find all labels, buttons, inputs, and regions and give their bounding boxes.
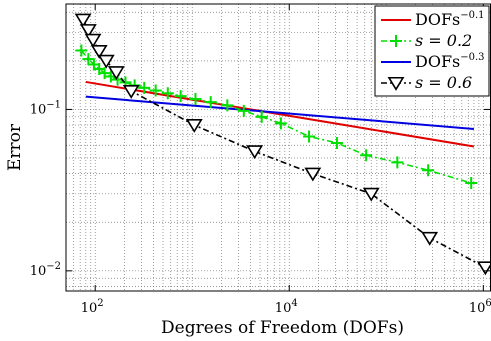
data-point-triangle — [421, 231, 439, 246]
data-point-plus — [274, 117, 287, 130]
legend-label-ref2: DOFs−0.3 — [415, 52, 485, 71]
data-point-plus — [465, 177, 478, 190]
data-point-plus — [255, 110, 268, 123]
data-point-triangle — [79, 24, 97, 38]
data-point-triangle — [362, 187, 380, 202]
data-point-plus — [360, 149, 373, 162]
data-point-plus — [391, 156, 404, 169]
data-point-plus — [422, 164, 435, 177]
data-point-plus — [75, 44, 88, 57]
legend: DOFs−0.1 s = 0.2 DOFs−0.3 s = 0.6 — [374, 5, 490, 97]
data-point-plus — [138, 81, 151, 94]
tick-labels: 102 104 106 10−2 10−1 — [30, 99, 491, 316]
data-point-plus — [330, 136, 343, 149]
data-point-triangle — [90, 44, 108, 59]
data-point-plus — [390, 35, 402, 47]
data-point-triangle — [122, 84, 140, 99]
legend-label-s02: s = 0.2 — [415, 31, 472, 50]
data-point-triangle — [304, 167, 322, 182]
data-point-plus — [237, 104, 250, 117]
data-point-plus — [161, 87, 174, 100]
reference-line-ref1 — [85, 80, 475, 148]
y-tick-label: 10−1 — [30, 99, 61, 117]
data-point-triangle — [387, 76, 405, 91]
data-point-plus — [82, 53, 95, 66]
y-tick-label: 10−2 — [30, 261, 61, 279]
data-point-triangle — [246, 145, 264, 160]
data-point-triangle — [84, 33, 102, 48]
data-point-triangle — [185, 119, 203, 133]
data-point-triangle — [476, 261, 491, 276]
axis-ticks — [66, 4, 490, 291]
x-axis-label: Degrees of Freedom (DOFs) — [161, 318, 404, 338]
data-point-plus — [149, 84, 162, 97]
legend-label-ref1: DOFs−0.1 — [415, 10, 485, 29]
x-tick-label: 106 — [469, 298, 491, 316]
data-point-plus — [303, 130, 316, 143]
y-axis-label: Error — [5, 123, 25, 171]
x-tick-label: 102 — [81, 298, 104, 316]
data-point-plus — [174, 90, 187, 103]
data-point-triangle — [107, 66, 125, 81]
data-point-triangle — [97, 54, 115, 69]
plot-series — [74, 13, 491, 276]
series-markers-s06 — [74, 13, 491, 276]
data-point-plus — [221, 99, 234, 112]
data-point-plus — [204, 96, 217, 109]
data-point-plus — [189, 93, 202, 106]
data-point-plus — [98, 67, 111, 80]
data-point-triangle — [74, 13, 92, 28]
legend-label-s06: s = 0.6 — [415, 73, 472, 92]
x-tick-label: 104 — [275, 298, 298, 316]
